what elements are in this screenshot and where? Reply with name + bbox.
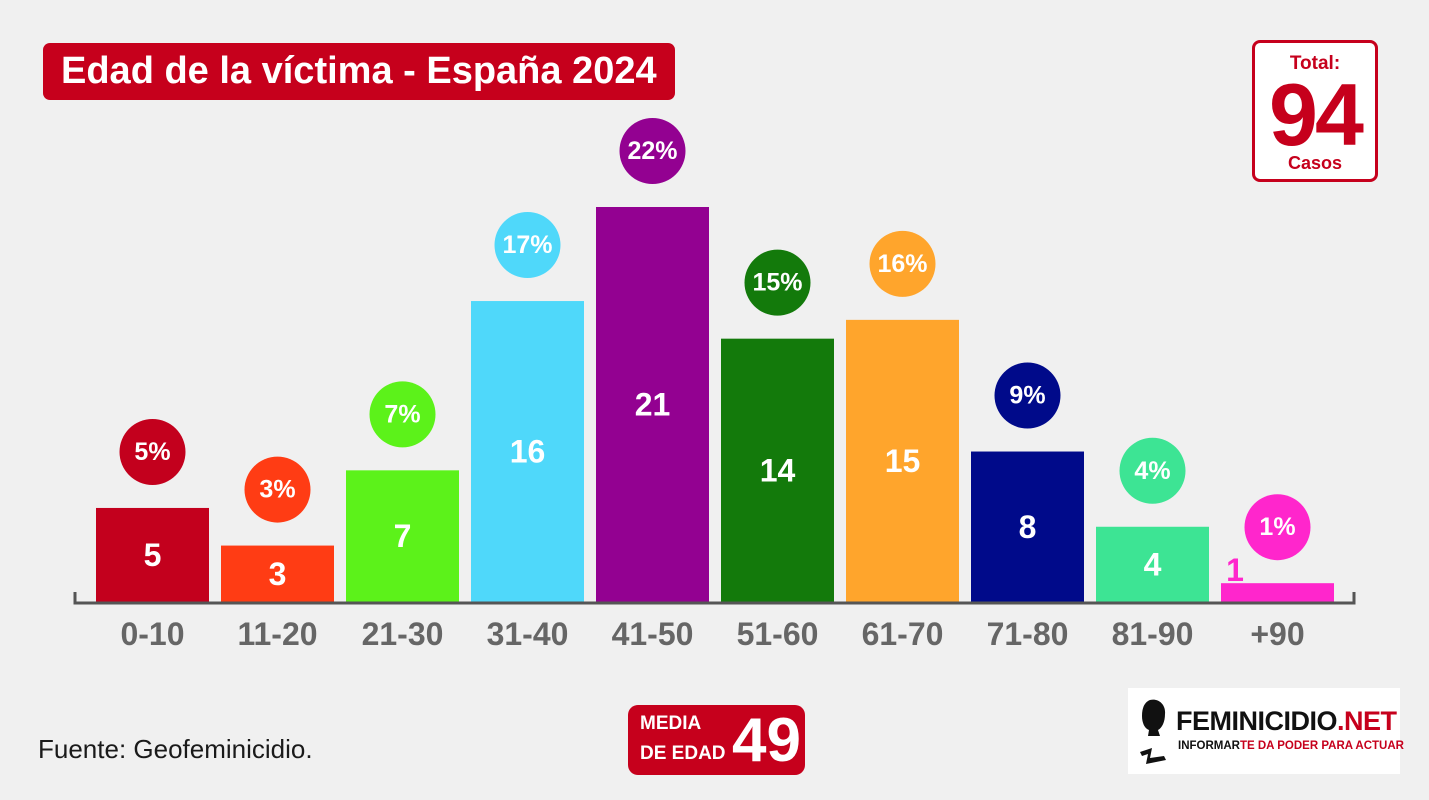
- percent-label: 7%: [384, 400, 420, 428]
- percent-bubble: [994, 362, 1061, 429]
- percent-bubble: [744, 249, 811, 316]
- percent-bubble: [369, 381, 436, 448]
- x-tick-label: 71-80: [987, 616, 1069, 652]
- mean-age-value: 49: [732, 706, 801, 775]
- percent-bubble: [1119, 437, 1186, 504]
- bar-value-label: 5: [144, 537, 162, 573]
- percent-bubble: [619, 118, 686, 184]
- logo-slogan-part1: INFORMAR: [1178, 740, 1240, 752]
- total-label: Total:: [1289, 53, 1341, 74]
- x-tick-label: 21-30: [362, 616, 444, 652]
- x-axis: [73, 592, 1356, 605]
- bar-+90: [1221, 583, 1334, 602]
- mean-age-label-line1: MEDIA: [640, 713, 702, 734]
- percent-label: 3%: [259, 476, 295, 504]
- percent-label: 5%: [134, 438, 170, 466]
- x-tick-label: 0-10: [120, 616, 184, 652]
- bar-11-20: [221, 545, 334, 602]
- bar-value-label: 16: [510, 434, 546, 470]
- x-tick-label: 51-60: [737, 616, 819, 652]
- percent-bubble: [1244, 494, 1311, 561]
- logo-slogan-part2: TE DA PODER PARA ACTUAR: [1239, 740, 1404, 752]
- x-tick-label: 41-50: [612, 616, 694, 652]
- percent-bubble: [494, 212, 561, 279]
- chart-title: Edad de la víctima - España 2024: [43, 43, 675, 100]
- logo-name: FEMINICIDIO.NET: [1176, 706, 1397, 737]
- x-tick-label: 61-70: [862, 616, 944, 652]
- bar-31-40: [471, 301, 584, 602]
- total-cases-badge: Total: 94 Casos: [1252, 40, 1378, 182]
- bar-chart: 55%0-1033%11-2077%21-301617%31-402122%41…: [73, 118, 1356, 652]
- bar-51-60: [721, 338, 834, 602]
- bar-value-label: 14: [760, 452, 796, 488]
- bar-81-90: [1096, 526, 1209, 602]
- mean-age-badge: MEDIA DE EDAD 49: [628, 705, 805, 775]
- bar-0-10: [96, 507, 209, 602]
- logo-name-main: FEMINICIDIO: [1176, 706, 1338, 736]
- bar-value-label: 21: [635, 387, 671, 423]
- bar-value-label: 1: [1226, 552, 1244, 588]
- logo-slogan: INFORMARTE DA PODER PARA ACTUAR: [1178, 740, 1404, 752]
- total-unit: Casos: [1287, 153, 1343, 173]
- x-tick-label: 81-90: [1112, 616, 1194, 652]
- percent-bubble: [869, 230, 936, 297]
- bar-value-label: 3: [269, 556, 287, 592]
- bar-21-30: [346, 470, 459, 602]
- woman-silhouette-icon: [1140, 699, 1166, 764]
- feminicidio-logo: FEMINICIDIO.NET INFORMARTE DA PODER PARA…: [1128, 688, 1404, 774]
- percent-label: 1%: [1259, 513, 1295, 541]
- bar-value-label: 8: [1019, 509, 1037, 545]
- x-tick-label: 11-20: [237, 616, 317, 652]
- bar-value-label: 4: [1144, 546, 1162, 582]
- x-tick-label: 31-40: [487, 616, 569, 652]
- percent-bubble: [119, 418, 186, 485]
- bar-61-70: [846, 319, 959, 602]
- percent-label: 16%: [877, 250, 927, 278]
- percent-label: 4%: [1134, 457, 1170, 485]
- percent-bubble: [244, 456, 311, 523]
- percent-label: 15%: [752, 269, 802, 297]
- percent-label: 17%: [502, 231, 552, 259]
- total-value: 94: [1269, 65, 1364, 164]
- bar-41-50: [596, 207, 709, 602]
- logo-name-suffix: .NET: [1337, 706, 1397, 736]
- source-note: Fuente: Geofeminicidio.: [38, 734, 313, 764]
- bar-value-label: 7: [394, 518, 412, 554]
- bar-value-label: 15: [885, 443, 921, 479]
- x-tick-label: +90: [1250, 616, 1304, 652]
- percent-label: 9%: [1009, 382, 1045, 410]
- percent-label: 22%: [627, 137, 677, 165]
- mean-age-label-line2: DE EDAD: [640, 743, 726, 764]
- bar-71-80: [971, 451, 1084, 602]
